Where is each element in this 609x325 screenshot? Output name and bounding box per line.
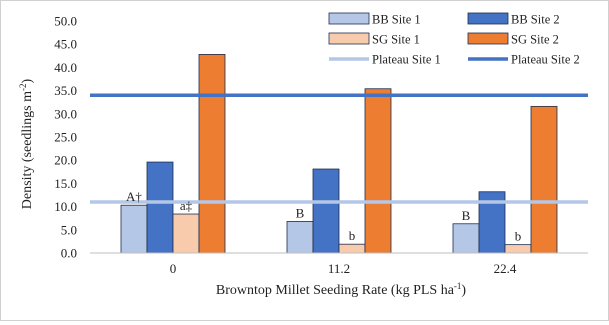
- y-tick-label: 5.0: [61, 222, 77, 237]
- bar-sg-site-1-0: [172, 213, 200, 254]
- legend-swatch-bb-site-1: [328, 12, 370, 25]
- x-axis-title-main: Browntop Millet Seeding Rate (kg PLS ha: [216, 283, 455, 298]
- bar-bb-site-2-0: [146, 161, 174, 254]
- y-axis-title-main: Density (seedlings m: [20, 91, 35, 209]
- significance-label: B: [462, 208, 471, 223]
- bar-sg-site-2-0: [198, 54, 226, 254]
- legend-label-plateau-site-1: Plateau Site 1: [372, 53, 441, 67]
- significance-labels: A† a‡ Bb Bb: [126, 189, 521, 243]
- legend: BB Site 1 BB Site 2 SG Site 1 SG Site 2 Plat…: [328, 12, 580, 67]
- y-tick-label: 15.0: [54, 176, 77, 191]
- significance-label: B: [296, 205, 305, 220]
- legend-label-plateau-site-2: Plateau Site 2: [511, 53, 580, 67]
- x-axis-title: Browntop Millet Seeding Rate (kg PLS ha-…: [216, 281, 466, 298]
- legend-label-bb-site-1: BB Site 1: [372, 13, 421, 27]
- reference-lines: [90, 93, 588, 204]
- y-tick-label: 45.0: [54, 37, 77, 52]
- bar-bb-site-1-22.4: [452, 223, 480, 254]
- x-tick-label: 22.4: [494, 261, 517, 276]
- bar-sg-site-2-11.2: [364, 88, 392, 254]
- bar-bb-site-2-11.2: [312, 168, 340, 254]
- y-tick-label: 30.0: [54, 106, 77, 121]
- significance-label: a‡: [180, 198, 193, 213]
- x-tick-label: 0: [170, 261, 177, 276]
- x-axis-title-end: ): [461, 283, 466, 298]
- density-bar-chart: 0.0 5.0 10.0 15.0 20.0 25.0 30.0 35.0 40.0 45.0 50…: [18, 12, 588, 298]
- x-tick-label: 11.2: [328, 261, 350, 276]
- y-tick-label: 0.0: [61, 246, 77, 261]
- bar-bb-site-1-0: [120, 204, 148, 254]
- y-axis-title-end: ): [20, 78, 35, 83]
- bar-bb-site-1-11.2: [286, 221, 314, 254]
- y-tick-label: 25.0: [54, 130, 77, 145]
- x-axis-ticks: 0 11.2 22.4: [170, 261, 517, 276]
- bars-group: [120, 54, 558, 254]
- y-tick-label: 35.0: [54, 83, 77, 98]
- x-axis-title-sup: -1: [454, 281, 462, 291]
- y-axis-ticks: 0.0 5.0 10.0 15.0 20.0 25.0 30.0 35.0 40.0 45.0 50…: [54, 14, 77, 261]
- legend-swatch-sg-site-1: [328, 32, 370, 45]
- y-tick-label: 50.0: [54, 14, 77, 29]
- y-tick-label: 20.0: [54, 153, 77, 168]
- y-axis-title: Density (seedlings m-2): [18, 78, 35, 209]
- legend-swatch-sg-site-2: [467, 32, 509, 45]
- y-tick-label: 40.0: [54, 60, 77, 75]
- legend-label-sg-site-1: SG Site 1: [372, 33, 420, 47]
- legend-label-bb-site-2: BB Site 2: [511, 13, 560, 27]
- y-tick-label: 10.0: [54, 199, 77, 214]
- legend-label-sg-site-2: SG Site 2: [511, 33, 559, 47]
- bar-sg-site-1-11.2: [338, 243, 366, 254]
- significance-label: b: [515, 229, 522, 244]
- bar-sg-site-2-22.4: [530, 105, 558, 254]
- bar-sg-site-1-22.4: [504, 244, 532, 254]
- significance-label: b: [349, 228, 356, 243]
- legend-swatch-bb-site-2: [467, 12, 509, 25]
- significance-label: A†: [126, 189, 142, 204]
- y-axis-title-sup: -2: [18, 83, 28, 91]
